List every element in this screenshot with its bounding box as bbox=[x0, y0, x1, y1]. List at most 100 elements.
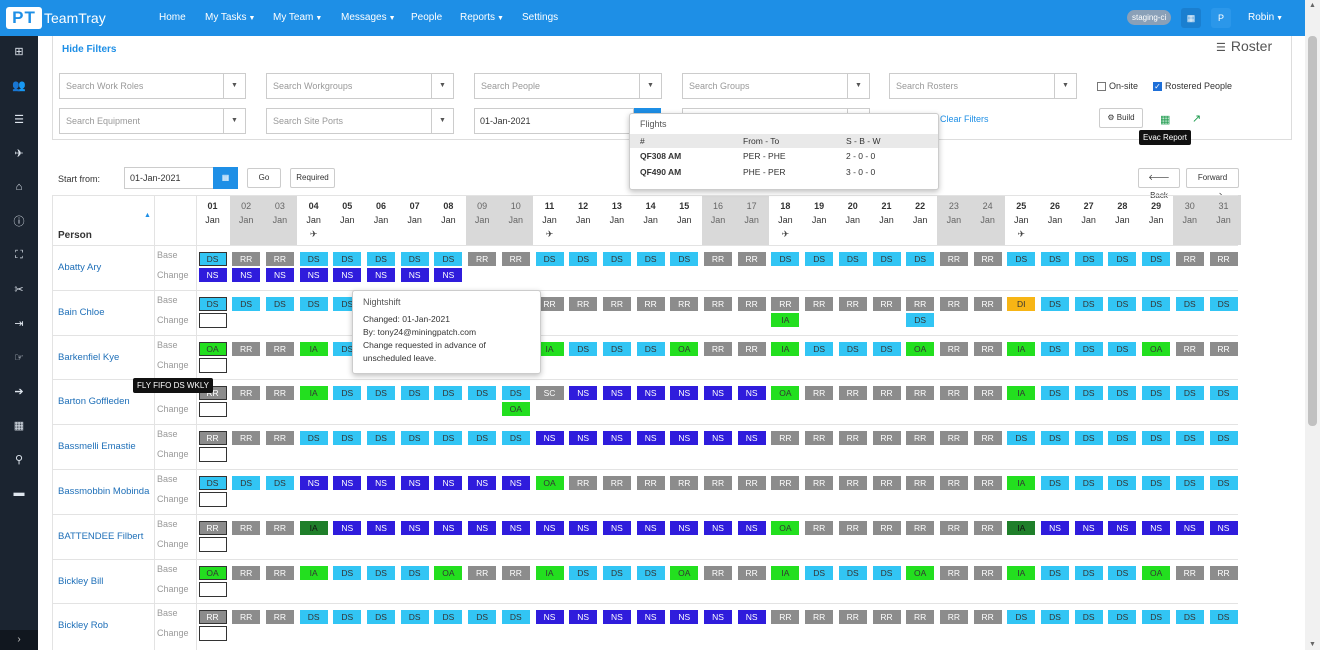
person-column-header[interactable]: Person bbox=[58, 230, 92, 241]
tools-icon[interactable]: ✂ bbox=[14, 283, 24, 296]
shift-base-ns[interactable]: NS bbox=[1142, 520, 1171, 535]
shift-base-rr[interactable]: RR bbox=[805, 296, 834, 311]
change-slot[interactable] bbox=[198, 536, 227, 552]
rostered-people-checkbox[interactable]: ✓ Rostered People bbox=[1153, 81, 1233, 91]
evac-report-icon[interactable]: ▦ bbox=[1160, 114, 1171, 126]
shift-base-ns[interactable]: NS bbox=[670, 610, 699, 625]
flight-plane-icon[interactable]: ✈ bbox=[309, 229, 318, 239]
shift-base-ds[interactable]: DS bbox=[367, 386, 395, 401]
shift-base-rr[interactable]: RR bbox=[265, 610, 294, 625]
shift-base-rr[interactable]: RR bbox=[973, 252, 1002, 266]
shift-base-ds[interactable]: DS bbox=[1209, 476, 1238, 490]
shift-base-ds[interactable]: DS bbox=[1108, 476, 1137, 490]
shift-base-rr[interactable]: RR bbox=[872, 610, 901, 625]
shift-base-rr[interactable]: RR bbox=[501, 252, 530, 266]
shift-base-rr[interactable]: RR bbox=[232, 252, 261, 266]
shift-base-ns[interactable]: NS bbox=[569, 610, 598, 625]
shift-base-ds[interactable]: DS bbox=[1074, 431, 1103, 446]
shift-base-rr[interactable]: RR bbox=[771, 296, 800, 311]
shift-base-ds[interactable]: DS bbox=[1041, 565, 1069, 580]
home-icon[interactable]: ⌂ bbox=[15, 181, 23, 193]
shift-base-rr[interactable]: RR bbox=[704, 296, 732, 311]
change-slot[interactable] bbox=[198, 402, 227, 418]
flight-plane-icon[interactable]: ✈ bbox=[781, 229, 790, 239]
shift-base-ds[interactable]: DS bbox=[1074, 610, 1103, 625]
shift-base-rr[interactable]: RR bbox=[973, 386, 1002, 401]
equipment-select[interactable]: Search Equipment ▼ bbox=[59, 108, 246, 134]
shift-base-ia[interactable]: IA bbox=[1007, 476, 1036, 490]
shift-base-ds[interactable]: DS bbox=[872, 565, 901, 580]
shift-base-ns[interactable]: NS bbox=[569, 520, 598, 535]
shift-base-ds[interactable]: DS bbox=[670, 252, 699, 266]
shift-base-ds[interactable]: DS bbox=[1007, 252, 1036, 266]
nav-people[interactable]: People bbox=[411, 12, 443, 23]
shift-base-rr[interactable]: RR bbox=[198, 520, 227, 535]
app-logo[interactable]: PT TeamTray bbox=[6, 7, 106, 29]
calendar-icon[interactable]: ▦ bbox=[13, 419, 25, 432]
book-icon[interactable]: ▬ bbox=[13, 487, 25, 499]
shift-base-rr[interactable]: RR bbox=[973, 476, 1002, 490]
shift-base-ns[interactable]: NS bbox=[333, 520, 362, 535]
shift-base-ds[interactable]: DS bbox=[602, 565, 631, 580]
shift-base-ds[interactable]: DS bbox=[1108, 252, 1137, 266]
shift-base-ns[interactable]: NS bbox=[636, 431, 665, 446]
shift-base-ns[interactable]: NS bbox=[535, 520, 564, 535]
shift-base-ds[interactable]: DS bbox=[1209, 431, 1238, 446]
shift-base-oa[interactable]: OA bbox=[771, 520, 800, 535]
shift-base-ds[interactable]: DS bbox=[1108, 610, 1137, 625]
shift-change-ns[interactable]: NS bbox=[400, 268, 429, 282]
shift-base-ds[interactable]: DS bbox=[1074, 296, 1103, 311]
shift-base-rr[interactable]: RR bbox=[265, 252, 294, 266]
shift-base-ds[interactable]: DS bbox=[602, 252, 631, 266]
shift-base-ds[interactable]: DS bbox=[1041, 296, 1069, 311]
shift-base-rr[interactable]: RR bbox=[939, 610, 968, 625]
shift-base-ds[interactable]: DS bbox=[1142, 386, 1171, 401]
shift-base-ns[interactable]: NS bbox=[569, 386, 598, 401]
shift-base-ns[interactable]: NS bbox=[737, 610, 766, 625]
shift-base-rr[interactable]: RR bbox=[737, 341, 766, 356]
shift-base-rr[interactable]: RR bbox=[198, 431, 227, 446]
shift-base-ns[interactable]: NS bbox=[501, 476, 530, 490]
dashboard-icon[interactable]: ⊞ bbox=[14, 45, 24, 58]
grid-icon[interactable]: ▦ bbox=[1181, 8, 1201, 28]
shift-base-rr[interactable]: RR bbox=[704, 476, 732, 490]
shift-base-rr[interactable]: RR bbox=[805, 386, 834, 401]
shift-base-ia[interactable]: IA bbox=[771, 341, 800, 356]
shift-base-rr[interactable]: RR bbox=[805, 520, 834, 535]
shift-base-oa[interactable]: OA bbox=[1142, 565, 1171, 580]
shift-base-di[interactable]: DI bbox=[1007, 296, 1036, 311]
shift-base-oa[interactable]: OA bbox=[670, 565, 699, 580]
shift-base-rr[interactable]: RR bbox=[232, 386, 261, 401]
shift-base-ds[interactable]: DS bbox=[1007, 431, 1036, 446]
shift-base-oa[interactable]: OA bbox=[1142, 341, 1171, 356]
shift-base-ds[interactable]: DS bbox=[1209, 386, 1238, 401]
shift-base-rr[interactable]: RR bbox=[501, 565, 530, 580]
shift-base-ns[interactable]: NS bbox=[602, 520, 631, 535]
shift-base-ds[interactable]: DS bbox=[1074, 476, 1103, 490]
shift-base-ia[interactable]: IA bbox=[771, 565, 800, 580]
shift-base-rr[interactable]: RR bbox=[838, 520, 867, 535]
external-link-icon[interactable]: ↗ bbox=[1192, 113, 1202, 125]
shift-base-ds[interactable]: DS bbox=[265, 296, 294, 311]
shift-base-ds[interactable]: DS bbox=[906, 252, 935, 266]
shift-base-rr[interactable]: RR bbox=[872, 386, 901, 401]
shift-change-ns[interactable]: NS bbox=[367, 268, 395, 282]
shift-base-ds[interactable]: DS bbox=[1108, 341, 1137, 356]
shift-base-ns[interactable]: NS bbox=[535, 431, 564, 446]
shift-base-rr[interactable]: RR bbox=[468, 252, 497, 266]
shift-base-ns[interactable]: NS bbox=[737, 431, 766, 446]
shift-base-ds[interactable]: DS bbox=[468, 610, 497, 625]
shift-change-ns[interactable]: NS bbox=[198, 268, 227, 282]
shift-base-rr[interactable]: RR bbox=[569, 476, 598, 490]
shift-base-ds[interactable]: DS bbox=[299, 610, 328, 625]
shift-base-rr[interactable]: RR bbox=[670, 296, 699, 311]
shift-base-ds[interactable]: DS bbox=[434, 431, 463, 446]
shift-base-ns[interactable]: NS bbox=[1041, 520, 1069, 535]
shift-base-ds[interactable]: DS bbox=[299, 296, 328, 311]
shift-base-rr[interactable]: RR bbox=[232, 565, 261, 580]
expand-sidebar-icon[interactable]: › bbox=[0, 630, 38, 650]
shift-base-rr[interactable]: RR bbox=[838, 476, 867, 490]
calendar-icon[interactable]: ▦ bbox=[213, 167, 238, 189]
shift-base-rr[interactable]: RR bbox=[198, 610, 227, 625]
shift-base-ds[interactable]: DS bbox=[1041, 610, 1069, 625]
